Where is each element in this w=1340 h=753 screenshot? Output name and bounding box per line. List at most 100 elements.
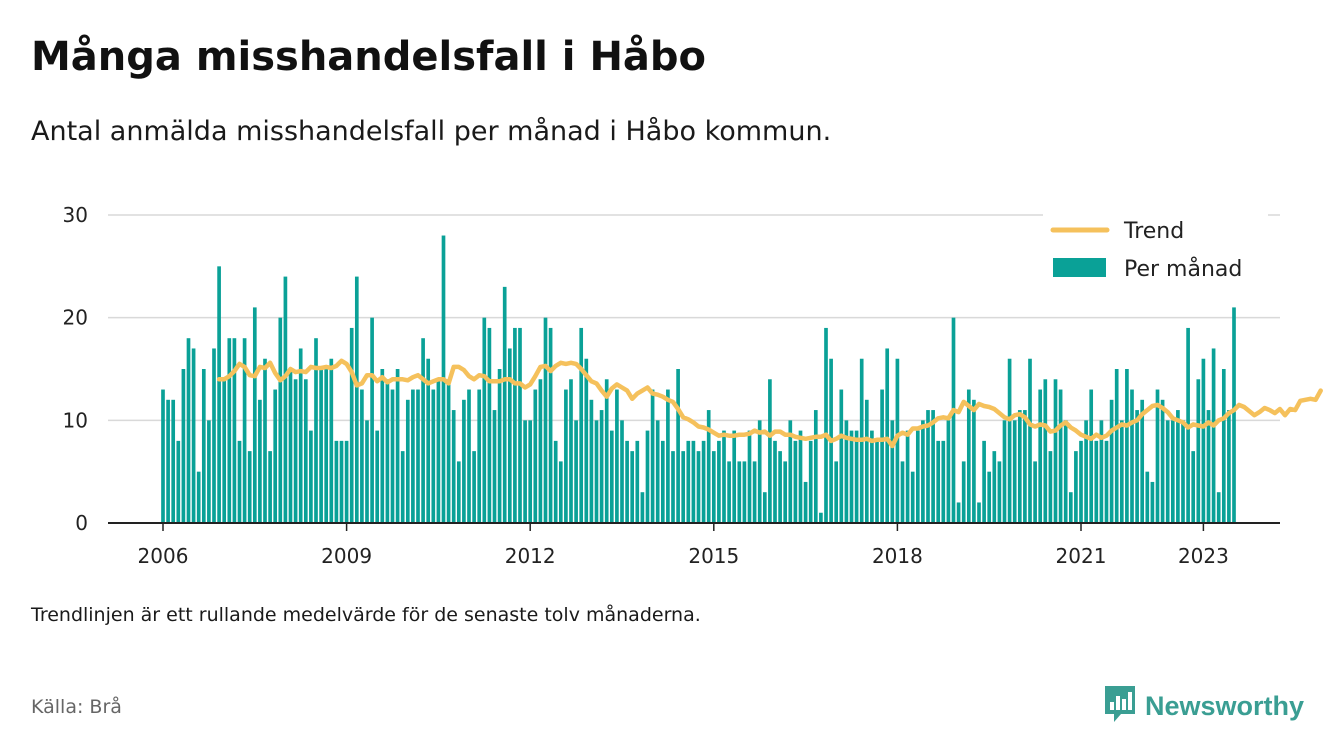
bar bbox=[263, 358, 267, 523]
bar bbox=[706, 410, 711, 523]
bar bbox=[798, 430, 803, 523]
bar bbox=[722, 430, 726, 523]
bar bbox=[946, 420, 951, 523]
bar bbox=[589, 399, 594, 523]
bar bbox=[1074, 451, 1078, 523]
bar bbox=[477, 389, 482, 523]
bar bbox=[793, 440, 798, 523]
legend-bar-label: Per månad bbox=[1124, 256, 1242, 282]
legend-background bbox=[1043, 212, 1268, 292]
bar bbox=[1023, 410, 1027, 523]
chart-title: Många misshandelsfall i Håbo bbox=[31, 34, 707, 80]
y-tick-label: 30 bbox=[63, 203, 88, 227]
bar bbox=[569, 379, 573, 523]
bar bbox=[400, 451, 405, 523]
bar bbox=[528, 420, 533, 523]
bar bbox=[956, 502, 961, 523]
bar bbox=[747, 430, 752, 523]
bar bbox=[1150, 481, 1155, 523]
bar bbox=[365, 420, 369, 523]
bar bbox=[227, 338, 232, 523]
bar bbox=[890, 420, 895, 523]
bar bbox=[451, 410, 456, 523]
bar bbox=[171, 399, 176, 523]
bar bbox=[910, 471, 915, 523]
x-tick-label: 2023 bbox=[1178, 544, 1229, 568]
bar bbox=[1196, 379, 1201, 523]
y-tick-label: 10 bbox=[63, 408, 88, 432]
bar bbox=[247, 451, 252, 523]
bar bbox=[681, 451, 686, 523]
bar bbox=[191, 348, 196, 523]
bar bbox=[982, 440, 986, 523]
bar bbox=[742, 461, 747, 523]
bar bbox=[176, 440, 181, 523]
x-tick-label: 2018 bbox=[872, 544, 923, 568]
bar bbox=[1063, 420, 1068, 523]
bar bbox=[436, 379, 441, 523]
bar bbox=[309, 430, 313, 523]
bar bbox=[283, 276, 288, 523]
bar bbox=[650, 389, 655, 523]
bar bbox=[324, 369, 329, 523]
bar bbox=[732, 430, 737, 523]
source-label: Källa: Brå bbox=[31, 696, 122, 718]
bar bbox=[314, 338, 318, 523]
bar bbox=[456, 461, 461, 523]
bar bbox=[864, 399, 869, 523]
bar bbox=[339, 440, 344, 523]
bar bbox=[844, 420, 849, 523]
brand-name: Newsworthy bbox=[1145, 690, 1305, 721]
bar bbox=[1160, 399, 1165, 523]
chart-subtitle: Antal anmälda misshandelsfall per månad … bbox=[31, 116, 832, 147]
bar bbox=[1043, 379, 1048, 523]
bar bbox=[1104, 440, 1109, 523]
bar bbox=[303, 379, 308, 523]
bar bbox=[900, 461, 905, 523]
bar bbox=[788, 420, 793, 523]
bar bbox=[824, 327, 828, 523]
y-axis: 0 10 20 30 bbox=[63, 203, 88, 535]
bar bbox=[640, 492, 645, 523]
bar bbox=[885, 348, 890, 523]
bar bbox=[880, 389, 884, 523]
bar bbox=[298, 348, 303, 523]
bar bbox=[242, 338, 247, 523]
bar bbox=[258, 399, 262, 523]
bar bbox=[370, 317, 374, 523]
bar bbox=[604, 379, 609, 523]
bar bbox=[966, 389, 971, 523]
bar bbox=[518, 327, 522, 523]
bar bbox=[1114, 369, 1119, 523]
bar bbox=[1028, 358, 1032, 523]
bar bbox=[1002, 420, 1007, 523]
bar bbox=[625, 440, 629, 523]
bar bbox=[344, 440, 349, 523]
bar bbox=[1089, 389, 1094, 523]
bar bbox=[1007, 358, 1012, 523]
bar bbox=[482, 317, 487, 523]
bar bbox=[558, 461, 563, 523]
bar bbox=[426, 358, 431, 523]
bar bbox=[1125, 369, 1129, 523]
bar bbox=[487, 327, 492, 523]
bar bbox=[543, 317, 548, 523]
bar bbox=[380, 369, 385, 523]
brand-logo: Newsworthy bbox=[1103, 684, 1304, 728]
bar bbox=[513, 327, 517, 523]
bar bbox=[951, 317, 956, 523]
bar bbox=[579, 327, 584, 523]
bar bbox=[609, 430, 614, 523]
x-tick-label: 2015 bbox=[688, 544, 739, 568]
bar bbox=[594, 420, 599, 523]
bar bbox=[1176, 410, 1180, 523]
bar bbox=[462, 399, 466, 523]
bar bbox=[854, 430, 859, 523]
bar bbox=[768, 379, 772, 523]
bar bbox=[405, 399, 410, 523]
bar bbox=[1206, 410, 1211, 523]
bar bbox=[1181, 420, 1185, 523]
bar bbox=[1211, 348, 1216, 523]
bar bbox=[666, 389, 670, 523]
bar bbox=[921, 420, 925, 523]
